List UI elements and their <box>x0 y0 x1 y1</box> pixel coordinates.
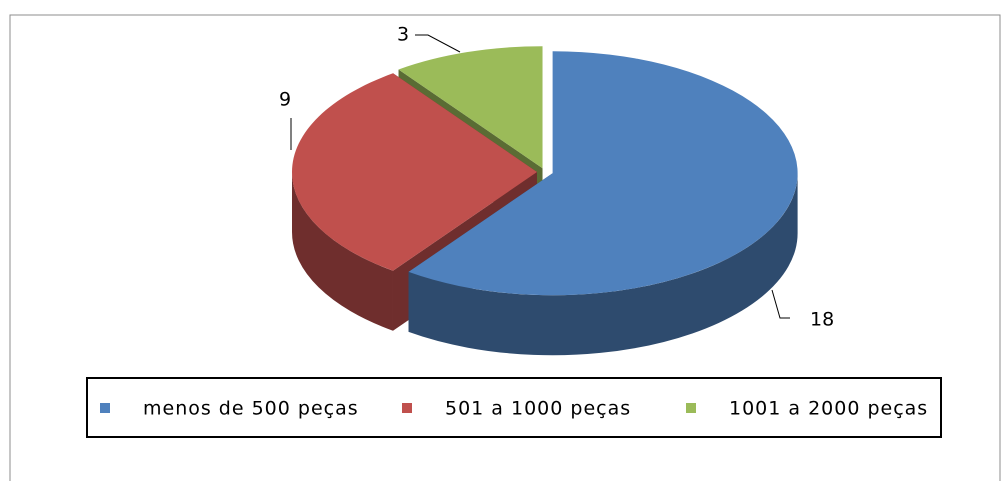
leader-line <box>771 289 790 319</box>
slice-wall <box>408 173 798 356</box>
legend-box <box>86 377 942 438</box>
leader-line <box>415 34 461 53</box>
legend-swatch <box>686 403 696 413</box>
legend-swatch <box>100 403 110 413</box>
slice-wall <box>292 172 393 331</box>
legend-swatch <box>402 403 412 413</box>
pie-slice <box>398 46 543 169</box>
pie-slice <box>408 51 798 296</box>
legend-label: 1001 a 2000 peças <box>729 398 928 420</box>
legend-label: menos de 500 peças <box>143 398 359 420</box>
pie-slice-group <box>408 51 798 356</box>
pie-slice <box>292 73 537 271</box>
legend-label: 501 a 1000 peças <box>445 398 631 420</box>
data-label: 3 <box>397 24 409 46</box>
chart-frame <box>9 14 1001 481</box>
data-label: 18 <box>810 309 834 331</box>
data-label: 9 <box>279 89 291 111</box>
